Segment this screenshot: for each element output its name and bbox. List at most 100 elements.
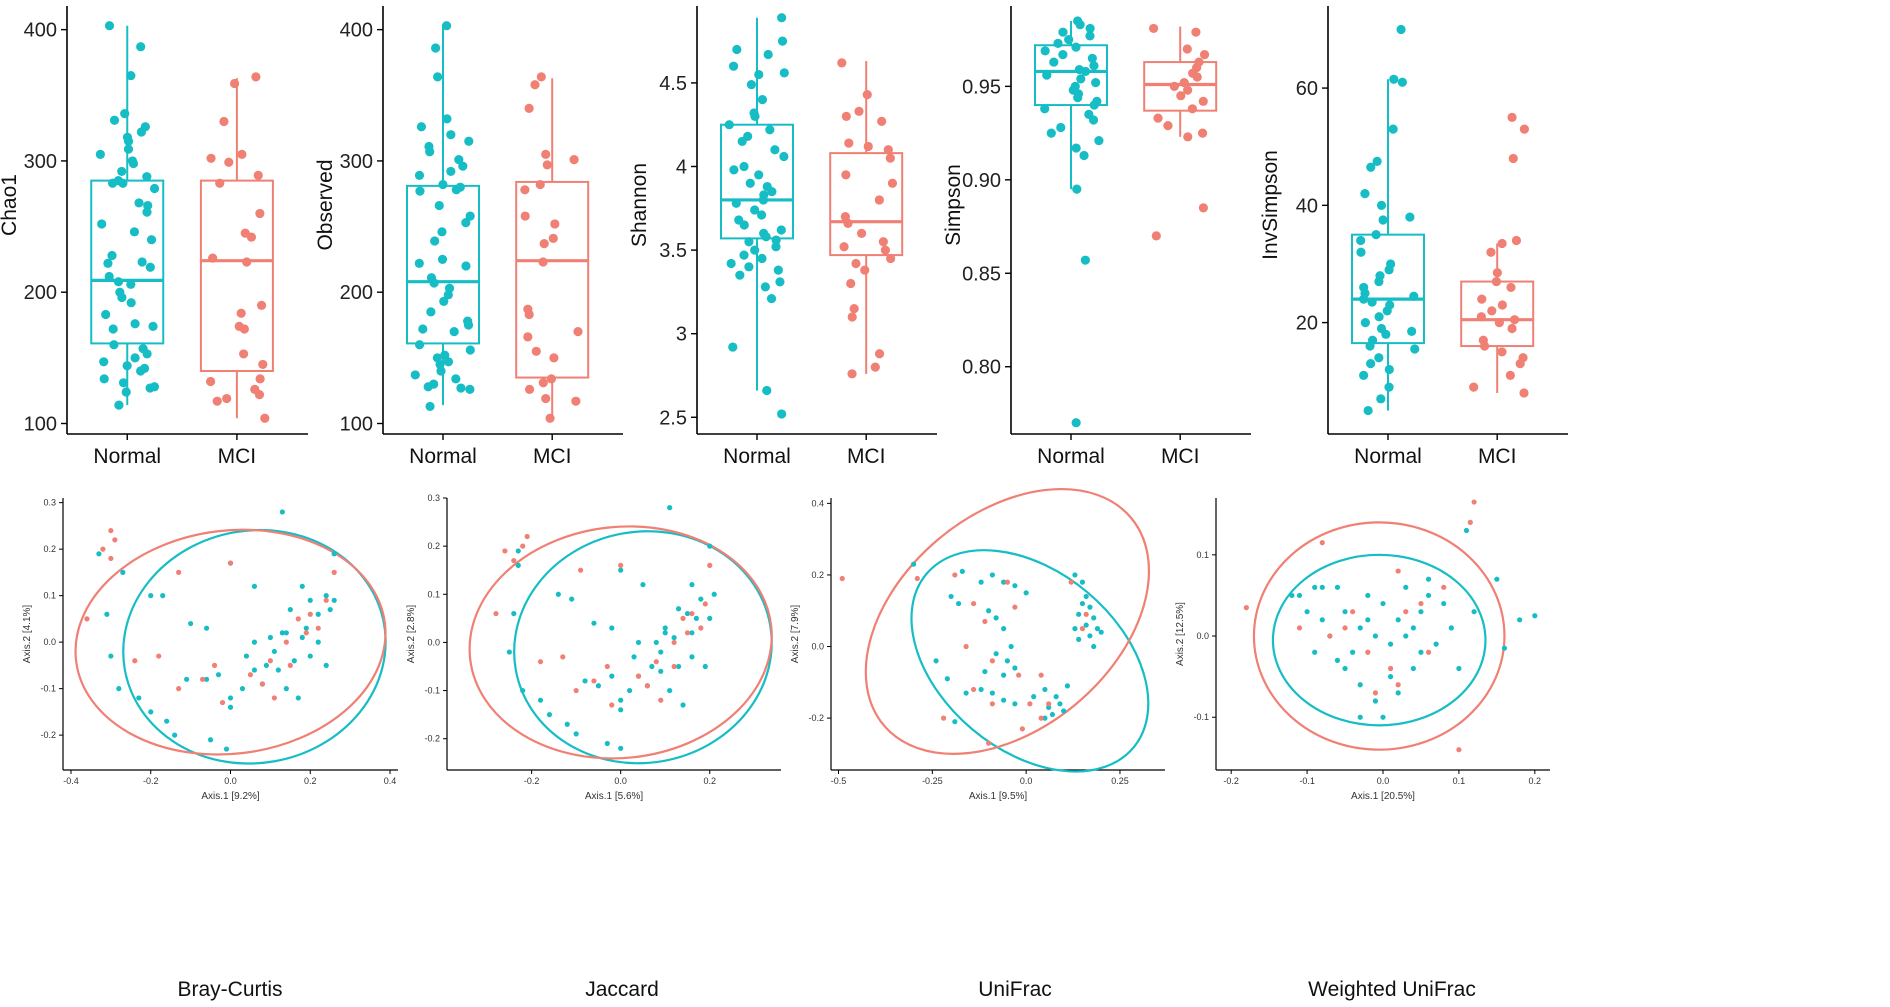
point-normal [114, 400, 124, 410]
point-normal [203, 625, 210, 631]
point-mci [1327, 633, 1333, 639]
point-normal [120, 109, 130, 119]
point-normal [1023, 590, 1029, 596]
point-normal [148, 321, 158, 331]
y-axis-label: Simpson [942, 164, 965, 246]
point-normal [777, 36, 788, 46]
point-mci [239, 324, 249, 334]
point-normal [451, 374, 461, 384]
point-mci [1387, 665, 1394, 672]
point-normal [1395, 617, 1401, 623]
point-mci [260, 413, 270, 423]
x-axis-label: Axis.1 [9.5%] [969, 791, 1028, 802]
point-mci [541, 393, 551, 404]
point-mci [989, 658, 995, 664]
point-normal [1425, 576, 1432, 582]
point-normal [1088, 115, 1099, 125]
point-normal [1031, 694, 1037, 700]
point-mci [1519, 124, 1529, 134]
point-normal [667, 687, 673, 694]
point-normal [1089, 100, 1099, 110]
point-normal [128, 158, 139, 169]
point-normal [1061, 708, 1067, 714]
x-tick-label-normal: Normal [723, 445, 791, 468]
point-normal [148, 593, 154, 599]
point-normal [108, 324, 118, 334]
ellipse-normal [1271, 553, 1487, 727]
point-mci [1395, 682, 1401, 688]
point-normal [1319, 584, 1325, 590]
point-normal [104, 21, 115, 31]
point-mci [1418, 600, 1424, 607]
point-normal [773, 265, 783, 275]
point-normal [101, 309, 111, 320]
point-mci [255, 374, 265, 384]
point-normal [1371, 230, 1381, 240]
point-normal [1001, 626, 1007, 632]
point-mci [1243, 605, 1249, 611]
y-axis-label: Shannon [628, 163, 651, 247]
point-normal [777, 13, 787, 23]
x-tick-label: -0.5 [831, 776, 847, 786]
point-mci [331, 569, 337, 575]
point-normal [1001, 579, 1007, 585]
point-mci [843, 218, 853, 228]
point-normal [446, 130, 456, 140]
point-mci [1511, 235, 1522, 246]
panel-title: Jaccard [585, 978, 659, 1001]
point-normal [765, 125, 775, 135]
point-normal [591, 620, 597, 626]
point-normal [1091, 643, 1097, 650]
point-mci [531, 346, 541, 356]
box-mci [515, 78, 590, 419]
point-normal [113, 277, 124, 287]
point-mci [847, 369, 857, 379]
point-normal [626, 687, 633, 694]
point-normal [130, 353, 140, 363]
point-normal [671, 635, 677, 641]
point-mci [251, 72, 261, 82]
point-normal [735, 270, 745, 280]
point-normal [146, 235, 157, 245]
point-normal [1532, 613, 1538, 619]
point-normal [618, 567, 624, 573]
point-normal [315, 639, 321, 645]
point-normal [1378, 215, 1388, 225]
point-normal [1405, 212, 1415, 222]
ellipse-mci [864, 487, 1151, 755]
x-tick-label-normal: Normal [1354, 445, 1422, 468]
point-normal [771, 242, 781, 252]
point-mci [877, 116, 887, 126]
point-normal [267, 634, 273, 641]
point-normal [1372, 156, 1382, 166]
point-normal [1372, 633, 1379, 639]
point-normal [955, 600, 962, 607]
point-normal [130, 319, 140, 329]
point-normal [944, 676, 950, 682]
point-normal [465, 345, 475, 355]
point-mci [227, 560, 234, 566]
point-mci [1365, 649, 1371, 655]
point-normal [744, 262, 754, 272]
point-mci [315, 625, 321, 631]
x-tick-label: -0.4 [63, 776, 79, 786]
point-mci [689, 610, 695, 617]
point-normal [465, 384, 475, 394]
point-normal [429, 278, 439, 288]
pcoa-weighted-unifrac: -0.2 -0.1 0.0 0.1 0.2 -0.1 0.0 0.1 Axis.1 [20.5%… [1175, 498, 1550, 1001]
pcoa-jaccard: -0.2 0.0 0.2 -0.2 -0.1 0.0 0.1 0.2 0.3 Axis.1 [5.… [406, 493, 781, 1001]
point-mci [205, 376, 216, 387]
point-normal [618, 745, 624, 751]
point-normal [1334, 657, 1341, 663]
point-normal [121, 387, 131, 397]
box-mci [829, 61, 904, 374]
point-mci [841, 111, 851, 121]
point-mci [199, 676, 206, 682]
point-normal [107, 250, 117, 261]
point-normal [1342, 609, 1348, 615]
box-iqr [1034, 44, 1108, 107]
point-mci [839, 242, 849, 252]
point-normal [1381, 329, 1391, 339]
point-normal [1363, 405, 1373, 416]
point-mci [259, 681, 266, 687]
